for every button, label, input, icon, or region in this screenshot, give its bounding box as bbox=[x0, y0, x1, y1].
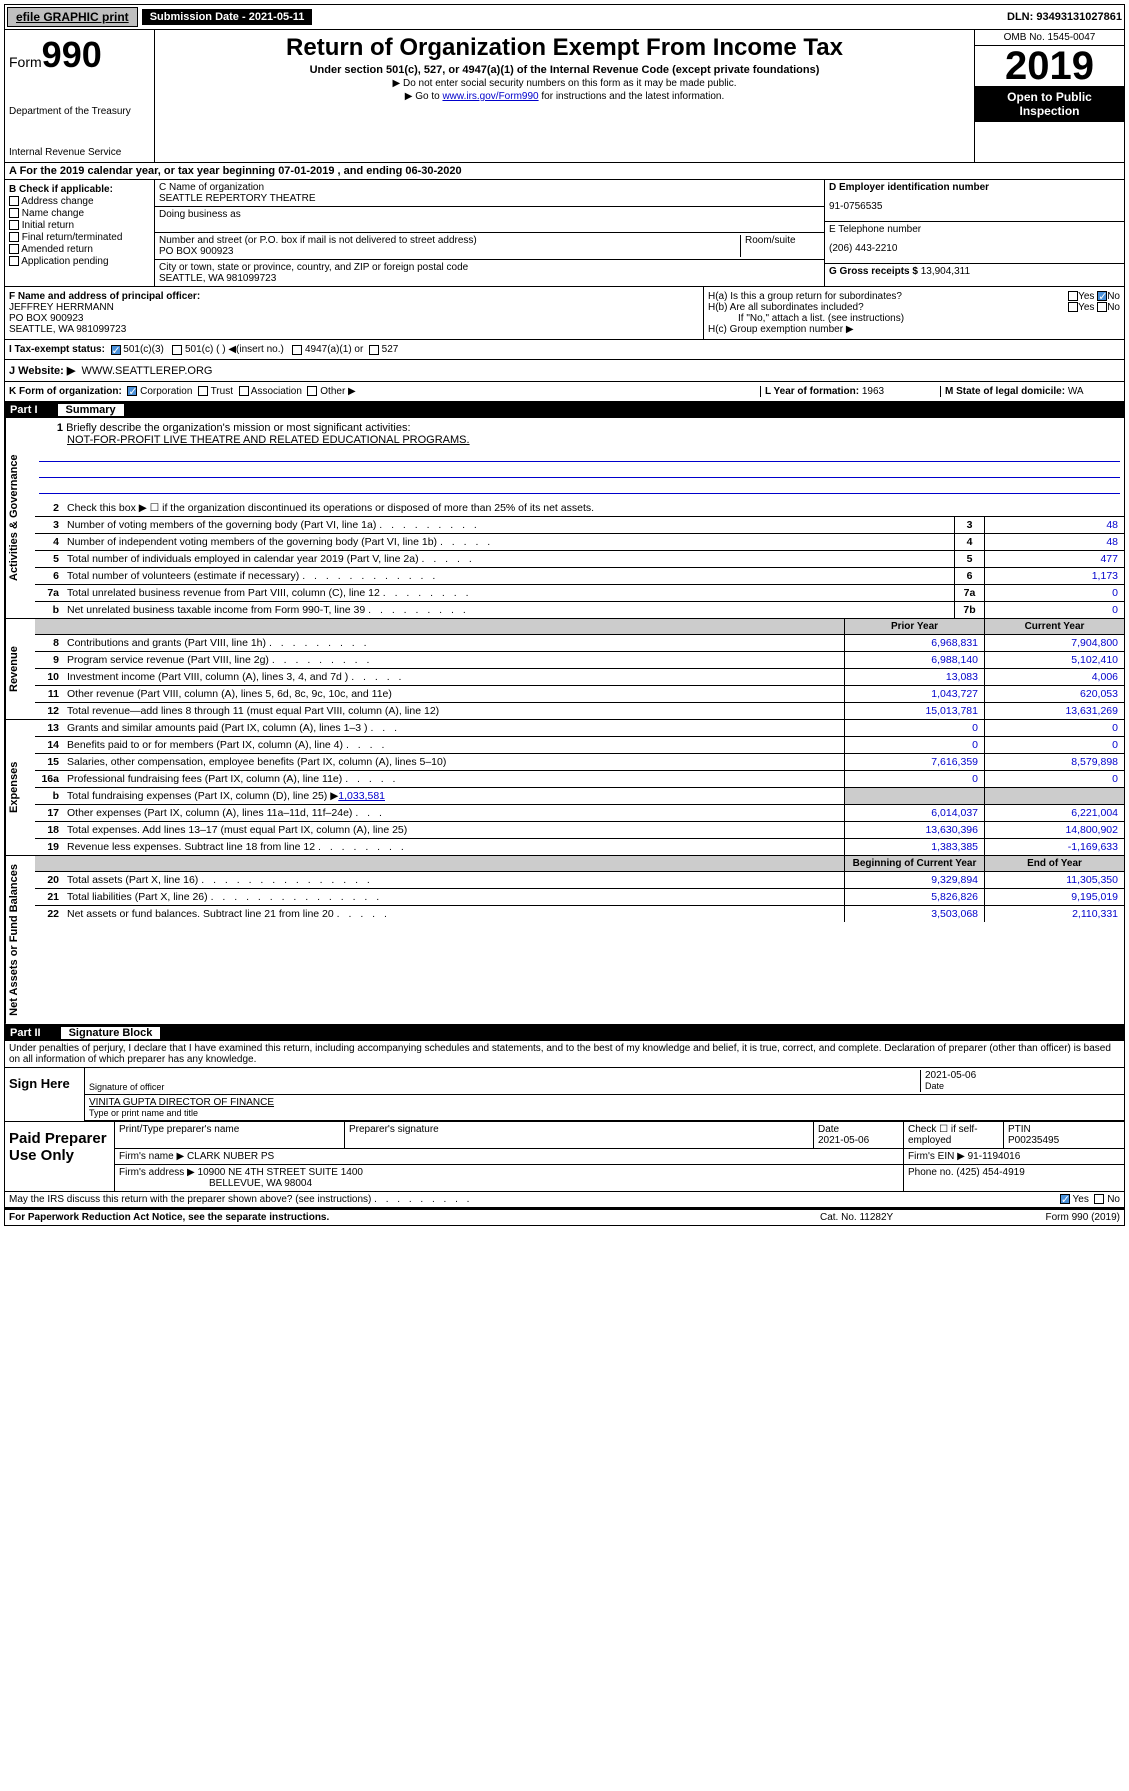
cb-501c[interactable] bbox=[172, 345, 182, 355]
phone: (206) 443-2210 bbox=[829, 243, 1120, 254]
cb-527[interactable] bbox=[369, 345, 379, 355]
side-netassets: Net Assets or Fund Balances bbox=[5, 856, 35, 1024]
cb-address[interactable] bbox=[9, 196, 19, 206]
addr-label: Number and street (or P.O. box if mail i… bbox=[159, 235, 740, 246]
tax-year: 2019 bbox=[975, 46, 1124, 86]
d-label: D Employer identification number bbox=[829, 182, 989, 193]
cb-corp[interactable] bbox=[127, 386, 137, 396]
form-foot: Form 990 (2019) bbox=[970, 1212, 1120, 1223]
i-label: I Tax-exempt status: bbox=[9, 344, 105, 355]
addr-val: PO BOX 900923 bbox=[159, 246, 740, 257]
officer-name: JEFFREY HERRMANN bbox=[9, 302, 699, 313]
irs-link[interactable]: www.irs.gov/Form990 bbox=[442, 91, 538, 102]
website-url: WWW.SEATTLEREP.ORG bbox=[81, 365, 212, 377]
org-name: SEATTLE REPERTORY THEATRE bbox=[159, 193, 820, 204]
part1-name: Summary bbox=[58, 404, 124, 416]
hdr-end: End of Year bbox=[984, 856, 1124, 871]
officer-addr2: SEATTLE, WA 981099723 bbox=[9, 324, 699, 335]
efile-button[interactable]: efile GRAPHIC print bbox=[7, 7, 138, 27]
cb-ha-yes[interactable] bbox=[1068, 291, 1078, 301]
part2-title: Part II bbox=[10, 1027, 41, 1039]
goto-pre: ▶ Go to bbox=[405, 91, 443, 102]
g-label: G Gross receipts $ bbox=[829, 266, 921, 277]
catno: Cat. No. 11282Y bbox=[820, 1212, 970, 1223]
part1-header: Part I Summary bbox=[4, 402, 1125, 418]
header-left: Form990 Department of the Treasury Inter… bbox=[5, 30, 155, 162]
hdr-prior: Prior Year bbox=[844, 619, 984, 634]
dba-label: Doing business as bbox=[159, 209, 820, 220]
cb-trust[interactable] bbox=[198, 386, 208, 396]
j-label: J Website: ▶ bbox=[9, 365, 75, 377]
subtitle: Under section 501(c), 527, or 4947(a)(1)… bbox=[159, 64, 970, 76]
v7a: 0 bbox=[984, 585, 1124, 601]
form-number: 990 bbox=[42, 34, 102, 75]
goto-post: for instructions and the latest informat… bbox=[539, 91, 725, 102]
cb-4947[interactable] bbox=[292, 345, 302, 355]
top-bar: efile GRAPHIC print Submission Date - 20… bbox=[4, 4, 1125, 30]
mission: NOT-FOR-PROFIT LIVE THEATRE AND RELATED … bbox=[39, 434, 1120, 446]
col-b-label: B Check if applicable: bbox=[9, 184, 150, 195]
note-ssn: ▶ Do not enter social security numbers o… bbox=[159, 78, 970, 89]
city-val: SEATTLE, WA 981099723 bbox=[159, 273, 820, 284]
dln: DLN: 93493131027861 bbox=[1007, 11, 1122, 23]
v4: 48 bbox=[984, 534, 1124, 550]
ha-label: H(a) Is this a group return for subordin… bbox=[708, 291, 902, 302]
paperwork: For Paperwork Reduction Act Notice, see … bbox=[9, 1212, 820, 1223]
column-b: B Check if applicable: Address change Na… bbox=[5, 180, 155, 286]
cb-amended[interactable] bbox=[9, 244, 19, 254]
cb-501c3[interactable] bbox=[111, 345, 121, 355]
side-revenue: Revenue bbox=[5, 619, 35, 719]
hb-label: H(b) Are all subordinates included? bbox=[708, 302, 864, 313]
open-public: Open to Public Inspection bbox=[975, 86, 1124, 122]
header-right: OMB No. 1545-0047 2019 Open to Public In… bbox=[974, 30, 1124, 162]
submission-date: Submission Date - 2021-05-11 bbox=[142, 9, 313, 25]
form-title: Return of Organization Exempt From Incom… bbox=[159, 34, 970, 62]
part1-title: Part I bbox=[10, 404, 38, 416]
v5: 477 bbox=[984, 551, 1124, 567]
perjury: Under penalties of perjury, I declare th… bbox=[4, 1041, 1125, 1068]
hdr-begin: Beginning of Current Year bbox=[844, 856, 984, 871]
e-label: E Telephone number bbox=[829, 224, 1120, 235]
c-label: C Name of organization bbox=[159, 182, 820, 193]
sign-here: Sign Here bbox=[5, 1068, 85, 1121]
form-prefix: Form bbox=[9, 54, 42, 70]
cb-initial[interactable] bbox=[9, 220, 19, 230]
cb-name[interactable] bbox=[9, 208, 19, 218]
room-label: Room/suite bbox=[740, 235, 820, 257]
ein: 91-0756535 bbox=[829, 201, 1120, 212]
hb-note: If "No," attach a list. (see instruction… bbox=[708, 313, 1120, 324]
header-mid: Return of Organization Exempt From Incom… bbox=[155, 30, 974, 162]
v3: 48 bbox=[984, 517, 1124, 533]
tax-year-line: A For the 2019 calendar year, or tax yea… bbox=[4, 163, 1125, 180]
gross-receipts: 13,904,311 bbox=[921, 266, 970, 277]
q2: Check this box ▶ ☐ if the organization d… bbox=[63, 500, 1124, 516]
cb-hb-yes[interactable] bbox=[1068, 302, 1078, 312]
city-label: City or town, state or province, country… bbox=[159, 262, 820, 273]
l-label: L Year of formation: bbox=[765, 386, 862, 397]
cb-hb-no[interactable] bbox=[1097, 302, 1107, 312]
v7b: 0 bbox=[984, 602, 1124, 618]
f-label: F Name and address of principal officer: bbox=[9, 291, 200, 302]
cb-pending[interactable] bbox=[9, 256, 19, 266]
hdr-current: Current Year bbox=[984, 619, 1124, 634]
part2-header: Part II Signature Block bbox=[4, 1025, 1125, 1041]
v6: 1,173 bbox=[984, 568, 1124, 584]
hc-label: H(c) Group exemption number ▶ bbox=[708, 324, 1120, 335]
officer-addr1: PO BOX 900923 bbox=[9, 313, 699, 324]
cb-discuss-yes[interactable] bbox=[1060, 1194, 1070, 1204]
m-label: M State of legal domicile: bbox=[945, 386, 1068, 397]
cb-discuss-no[interactable] bbox=[1094, 1194, 1104, 1204]
k-label: K Form of organization: bbox=[9, 386, 122, 397]
side-expenses: Expenses bbox=[5, 720, 35, 855]
side-governance: Activities & Governance bbox=[5, 418, 35, 618]
dept-treasury: Department of the Treasury bbox=[9, 106, 150, 117]
cb-assoc[interactable] bbox=[239, 386, 249, 396]
dept-irs: Internal Revenue Service bbox=[9, 147, 150, 158]
cb-ha-no[interactable] bbox=[1097, 291, 1107, 301]
part2-name: Signature Block bbox=[61, 1027, 161, 1039]
q1: Briefly describe the organization's miss… bbox=[66, 422, 410, 434]
cb-final[interactable] bbox=[9, 232, 19, 242]
paid-preparer: Paid Preparer Use Only bbox=[5, 1122, 115, 1191]
cb-other[interactable] bbox=[307, 386, 317, 396]
